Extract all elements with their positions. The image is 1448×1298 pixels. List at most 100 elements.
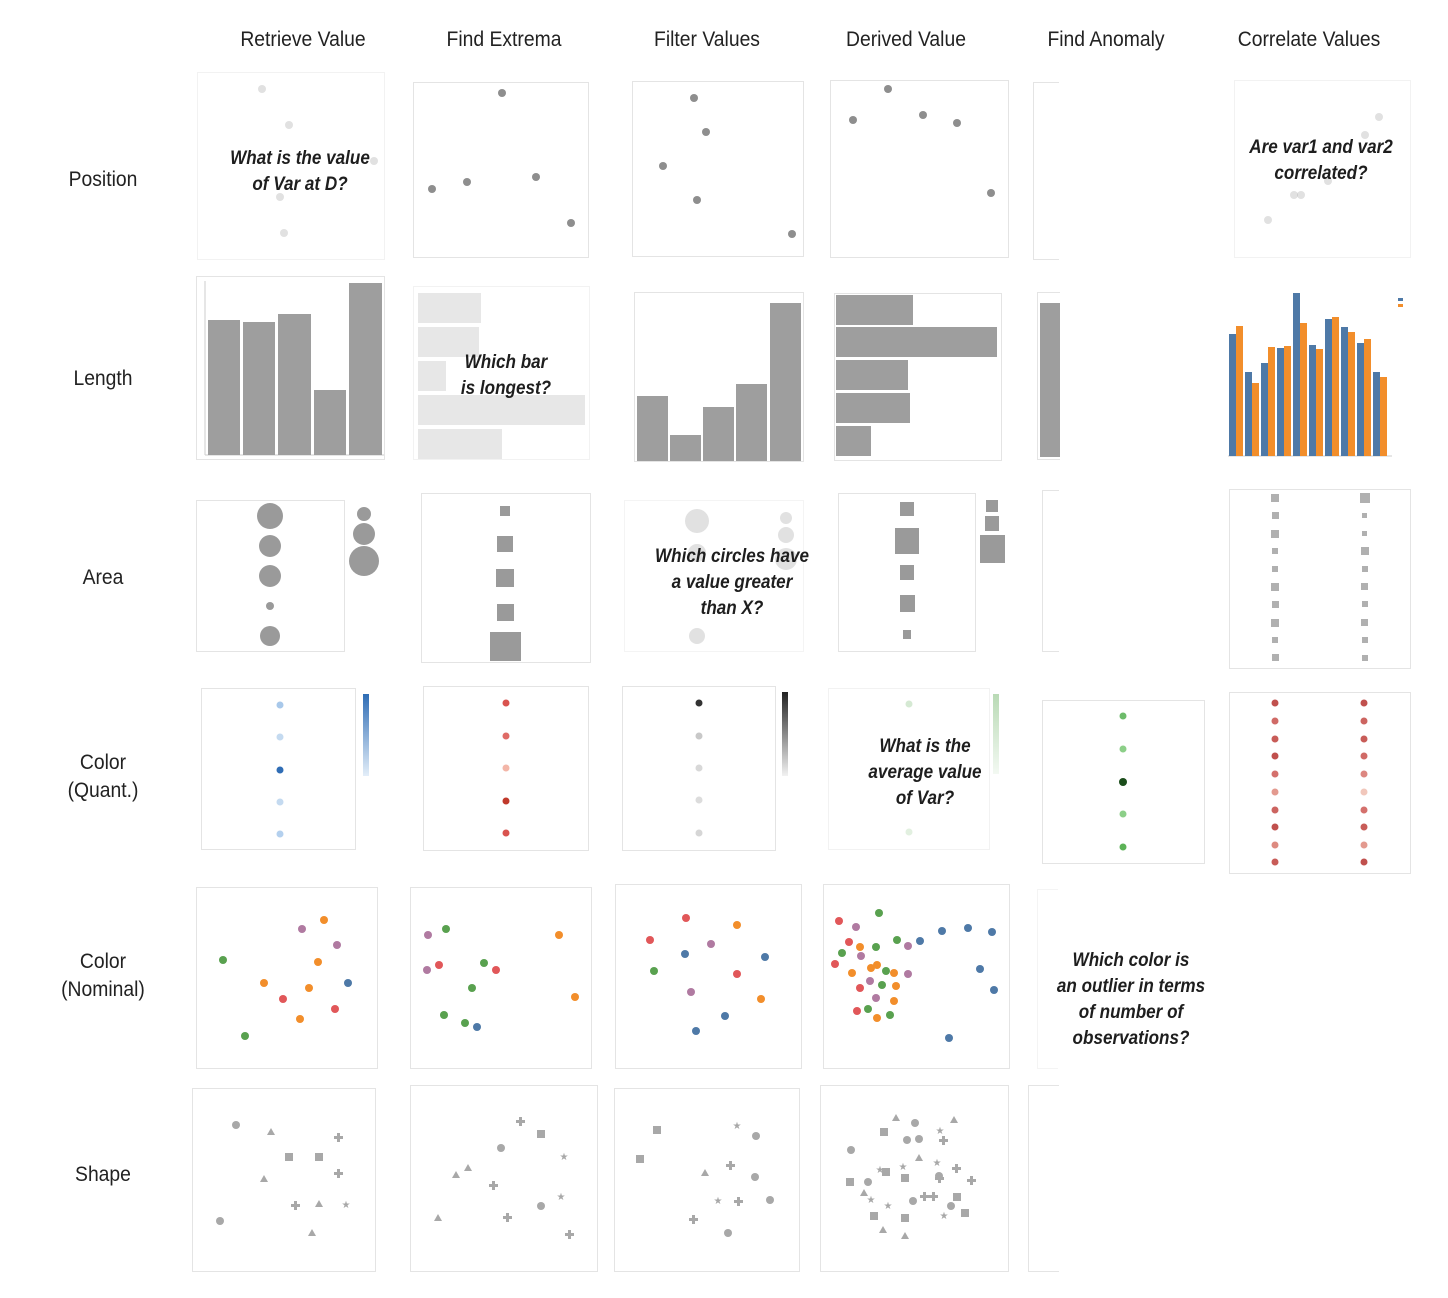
shape-retrieve-thumbnail: ★: [192, 1088, 376, 1272]
question-filter-values: Which circles have a value greater than …: [637, 544, 828, 622]
row-header-area-line-1: Area: [82, 566, 124, 589]
area-retrieve-circle: [259, 535, 281, 557]
length-anomaly-bar: [1040, 303, 1060, 457]
area-correlate-square: [1362, 531, 1367, 536]
position-retrieve-point: [370, 157, 378, 165]
shape-derived-circle: [847, 1146, 855, 1154]
color-quant-retrieve-point: [276, 798, 284, 806]
position-filter-point: [690, 94, 698, 102]
color-nominal-extrema-point: [442, 925, 450, 933]
length-retrieve-bar: [349, 283, 382, 455]
row-header-shape-line-1: Shape: [75, 1163, 131, 1186]
color-nominal-derived-point: [872, 943, 880, 951]
color-quant-anomaly-point: [1119, 843, 1127, 851]
color-nominal-filter-point: [733, 970, 741, 978]
question-retrieve-value: What is the value of Var at D?: [208, 146, 392, 198]
area-correlate-thumbnail: [1229, 489, 1411, 669]
area-filter-circle: [688, 544, 706, 562]
length-filter-thumbnail: [634, 292, 804, 462]
shape-extrema-thumbnail: ★ ★: [410, 1085, 598, 1272]
shape-filter-square: [636, 1155, 644, 1163]
area-retrieve-circle: [260, 626, 280, 646]
shape-derived-thumbnail: ★ ★ ★ ★ ★ ★ ★: [820, 1085, 1009, 1272]
position-anomaly-thumbnail: [1033, 82, 1059, 260]
position-extrema-point: [463, 178, 471, 186]
row-header-area: Area: [36, 564, 170, 592]
color-quant-extrema-point: [502, 764, 510, 772]
area-correlate-square: [1271, 583, 1279, 591]
color-nominal-retrieve-point: [279, 995, 287, 1003]
position-correlate-point: [1375, 113, 1383, 121]
shape-extrema-star: ★: [557, 1192, 566, 1203]
position-derived-point: [953, 119, 961, 127]
length-correlate-bar-var2: [1252, 383, 1259, 456]
position-extrema-plot: [428, 89, 575, 227]
color-nominal-retrieve-point: [296, 1015, 304, 1023]
question-derived-value: What is the average value of Var?: [836, 734, 1014, 812]
shape-derived-circle: [864, 1178, 872, 1186]
shape-derived-square: [880, 1128, 888, 1136]
shape-derived-square: [961, 1209, 969, 1217]
area-derived-plot: [895, 502, 919, 639]
shape-retrieve-star: ★: [342, 1200, 351, 1211]
length-correlate-bar-var1: [1325, 319, 1332, 456]
color-nominal-extrema-point: [435, 961, 443, 969]
color-quant-correlate-point: [1360, 717, 1368, 725]
shape-filter-star: ★: [714, 1196, 723, 1207]
color-nominal-retrieve-point: [305, 984, 313, 992]
shape-derived-star: ★: [884, 1201, 893, 1212]
color-quant-retrieve-point: [276, 766, 284, 774]
color-nominal-derived-point: [990, 986, 998, 994]
question-find-extrema: Which bar is longest?: [412, 350, 599, 402]
length-filter-bar: [637, 396, 668, 461]
shape-filter-square: [653, 1126, 661, 1134]
row-header-position: Position: [36, 166, 170, 194]
shape-derived-square: [953, 1193, 961, 1201]
area-retrieve-circle: [259, 565, 281, 587]
color-nominal-filter-point: [692, 1027, 700, 1035]
question-filter-values-line-2: a value greater: [671, 572, 793, 593]
color-quant-extrema-point: [502, 829, 510, 837]
length-correlate-bar-var2: [1332, 317, 1339, 456]
shape-extrema-circle: [497, 1144, 505, 1152]
shape-derived-cross: [939, 1136, 948, 1145]
position-correlate-point: [1264, 216, 1272, 224]
area-correlate-square: [1272, 566, 1278, 572]
shape-derived-star: ★: [867, 1195, 876, 1206]
area-derived-size-legend: [980, 500, 1005, 563]
length-retrieve-thumbnail: [196, 276, 385, 460]
color-nominal-derived-point: [938, 927, 946, 935]
shape-extrema-triangle: [464, 1164, 472, 1171]
color-nominal-derived-point: [866, 977, 874, 985]
color-quant-filter-point: [695, 796, 703, 804]
shape-extrema-cross: [503, 1213, 512, 1222]
position-correlate-point: [1290, 191, 1298, 199]
color-nominal-extrema-point: [473, 1023, 481, 1031]
column-header-correlate-values: Correlate Values: [1237, 28, 1381, 51]
area-retrieve-legend-circle: [349, 546, 379, 576]
shape-extrema-circle: [537, 1202, 545, 1210]
color-quant-correlate-point: [1271, 752, 1279, 760]
question-correlate-values: Are var1 and var2 correlated?: [1230, 135, 1412, 187]
color-quant-correlate-point: [1271, 823, 1279, 831]
color-nominal-derived-point: [838, 949, 846, 957]
area-derived-square: [900, 565, 914, 580]
color-nominal-extrema-point: [423, 966, 431, 974]
color-nominal-retrieve-plot: [219, 916, 352, 1040]
row-header-position-line-1: Position: [68, 168, 138, 191]
shape-derived-triangle: [950, 1116, 958, 1123]
color-nominal-filter-point: [721, 1012, 729, 1020]
shape-derived-square: [870, 1212, 878, 1220]
shape-derived-square: [882, 1168, 890, 1176]
color-quant-retrieve-point: [276, 701, 284, 709]
color-nominal-derived-thumbnail: [823, 884, 1010, 1069]
shape-filter-circle: [766, 1196, 774, 1204]
color-nominal-derived-point: [890, 997, 898, 1005]
row-header-color-quant: Color (Quant.): [36, 749, 170, 805]
color-nominal-extrema-point: [571, 993, 579, 1001]
length-correlate-bar-var1: [1373, 372, 1380, 456]
area-derived-legend-square: [985, 516, 999, 531]
color-quant-anomaly-point: [1119, 778, 1127, 786]
shape-retrieve-square: [315, 1153, 323, 1161]
color-nominal-derived-point: [845, 938, 853, 946]
